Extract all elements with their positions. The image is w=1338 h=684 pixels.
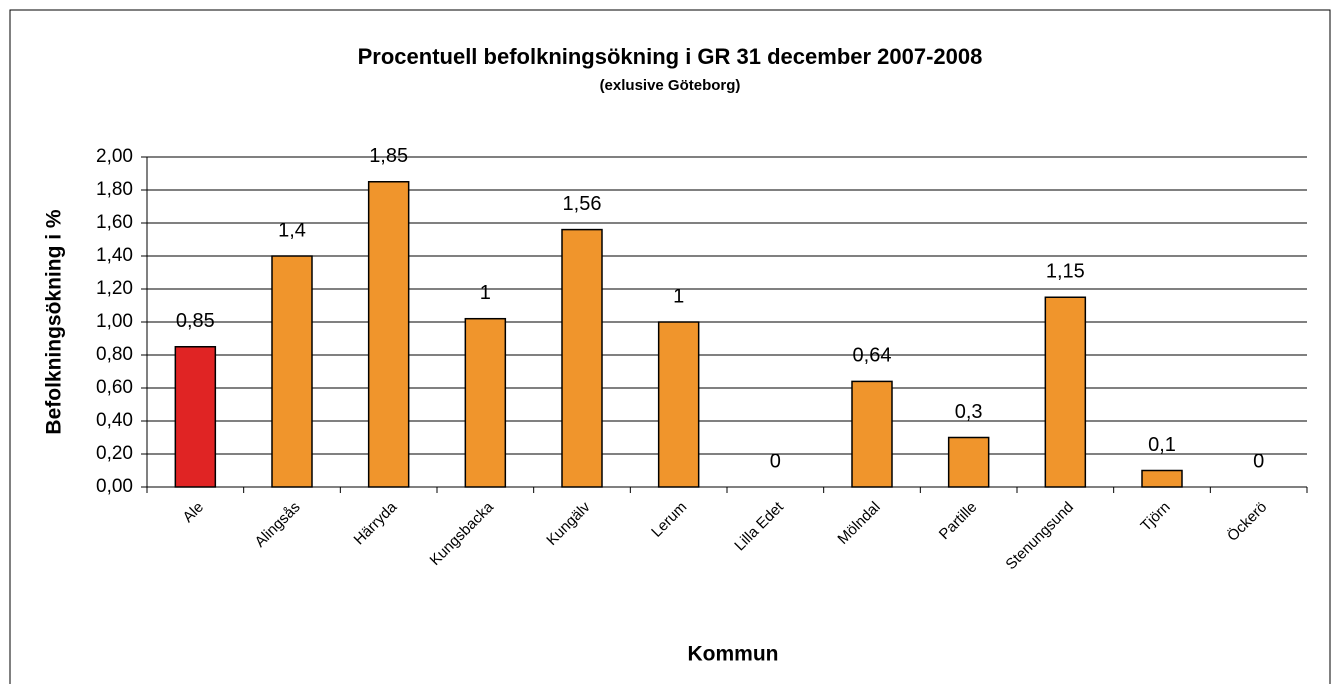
data-label: 0,64 bbox=[853, 345, 892, 367]
bar bbox=[271, 255, 313, 488]
chart-title: Procentuell befolkningsökning i GR 31 de… bbox=[358, 44, 983, 69]
bar bbox=[657, 321, 700, 488]
bar bbox=[1044, 296, 1087, 488]
data-label: 1,85 bbox=[369, 145, 408, 167]
data-label: 1,15 bbox=[1046, 261, 1085, 283]
y-tick-label: 0,80 bbox=[96, 344, 133, 365]
bar bbox=[851, 380, 893, 488]
chart-subtitle: (exlusive Göteborg) bbox=[600, 77, 741, 94]
y-tick-label: 1,60 bbox=[96, 212, 133, 233]
data-label: 1,4 bbox=[278, 219, 306, 241]
y-axis-title: Befolkningsökning i % bbox=[43, 209, 66, 435]
y-tick-label: 2,00 bbox=[96, 146, 133, 167]
bar bbox=[561, 228, 603, 488]
data-label: 0,1 bbox=[1148, 434, 1176, 456]
y-tick-label: 0,40 bbox=[96, 410, 133, 431]
y-tick-label: 0,20 bbox=[96, 443, 133, 464]
data-label: 0,85 bbox=[176, 310, 215, 332]
bar bbox=[367, 181, 410, 488]
data-label: 0 bbox=[1253, 450, 1264, 472]
y-tick-label: 1,40 bbox=[96, 245, 133, 266]
data-label: 0 bbox=[770, 450, 781, 472]
data-label: 1 bbox=[673, 285, 684, 307]
y-tick-label: 0,00 bbox=[96, 476, 133, 497]
y-tick-label: 1,00 bbox=[96, 311, 133, 332]
bar bbox=[947, 436, 990, 488]
bar bbox=[174, 346, 217, 488]
bar bbox=[1141, 469, 1183, 488]
data-label: 0,3 bbox=[955, 401, 983, 423]
y-tick-label: 0,60 bbox=[96, 377, 133, 398]
x-axis-title: Kommun bbox=[688, 643, 779, 666]
y-tick-label: 1,20 bbox=[96, 278, 133, 299]
data-label: 1 bbox=[480, 282, 491, 304]
y-tick-label: 1,80 bbox=[96, 179, 133, 200]
bar bbox=[464, 317, 507, 488]
data-label: 1,56 bbox=[563, 193, 602, 215]
